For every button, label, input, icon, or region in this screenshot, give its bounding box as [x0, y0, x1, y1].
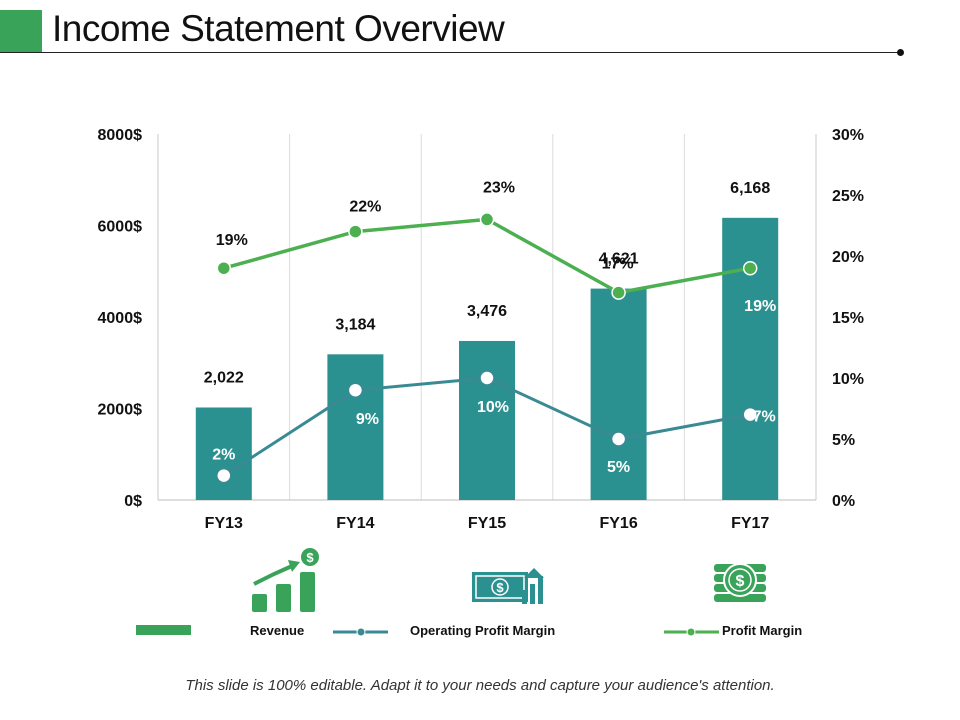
y-right-tick-label: 10% — [832, 371, 864, 388]
operating-margin-point — [610, 431, 627, 447]
profit-margin-line — [223, 217, 751, 295]
revenue-data-label: 4,621 — [599, 251, 639, 268]
profit-margin-point — [348, 224, 363, 239]
legend-revenue-label: Revenue — [250, 623, 304, 638]
axis-tick-labels: 0$ 2000$ 4000$ 6000$ 8000$ 0% 5% 10% 15% 20% 25% 30… — [98, 127, 865, 532]
page-title: Income Statement Overview — [52, 8, 505, 49]
x-tick-label: FY16 — [599, 515, 637, 532]
y-left-tick-label: 8000$ — [98, 127, 143, 144]
data-labels: 2,022 3,184 3,476 4,621 6,168 2% 9% 10% 5% 7% 19% 2… — [204, 179, 776, 476]
profit-margin-data-label: 17% — [602, 256, 634, 273]
legend-profit-marker — [686, 627, 696, 637]
operating-margin-data-label: 5% — [607, 459, 630, 476]
y-right-tick-label: 20% — [832, 249, 864, 266]
chart-legend: Revenue Operating Profit Margin Profit M… — [136, 623, 802, 638]
y-right-tick-label: 25% — [832, 188, 864, 205]
legend-profit-label: Profit Margin — [722, 623, 802, 638]
svg-text:$: $ — [736, 573, 745, 590]
profit-margin-data-label: 19% — [744, 298, 776, 315]
profit-margin-data-label: 23% — [483, 179, 515, 196]
operating-margin-data-label: 2% — [212, 447, 235, 464]
revenue-data-label: 3,476 — [467, 303, 507, 320]
growth-chart-dollar-icon: $ — [252, 548, 319, 612]
profit-margin-point — [216, 260, 232, 276]
revenue-bar — [327, 354, 384, 500]
title-underline — [0, 52, 898, 53]
profit-margin-data-label: 22% — [349, 199, 381, 216]
legend-operating-marker — [356, 627, 366, 637]
legend-revenue-swatch — [136, 625, 191, 635]
operating-margin-data-label: 10% — [477, 399, 509, 416]
revenue-bar — [459, 340, 515, 500]
coin-stack-dollar-icon: $ — [714, 563, 766, 602]
y-right-tick-label: 5% — [832, 432, 855, 449]
revenue-data-label: 6,168 — [730, 180, 770, 197]
y-right-tick-label: 0% — [832, 493, 855, 510]
y-right-tick-label: 15% — [832, 310, 864, 327]
y-left-tick-label: 2000$ — [98, 402, 143, 419]
title-accent-block — [0, 10, 42, 52]
revenue-bars — [195, 217, 779, 500]
revenue-data-label: 2,022 — [204, 369, 244, 386]
title-underline-endpoint — [897, 49, 904, 56]
operating-margin-point — [347, 382, 364, 398]
svg-text:$: $ — [496, 580, 504, 595]
dollar-bill-arrow-icon: $ — [472, 568, 544, 604]
revenue-data-label: 3,184 — [335, 316, 375, 333]
revenue-bar — [590, 288, 647, 500]
operating-margin-point — [742, 406, 758, 423]
x-tick-label: FY17 — [731, 515, 769, 532]
x-tick-label: FY15 — [468, 515, 506, 532]
x-tick-label: FY14 — [336, 515, 374, 532]
profit-margin-point — [611, 285, 626, 300]
profit-margin-point — [479, 212, 495, 227]
revenue-bar — [195, 407, 252, 500]
profit-margin-data-label: 19% — [216, 232, 248, 249]
y-right-tick-label: 30% — [832, 127, 864, 144]
operating-margin-point — [216, 467, 232, 484]
y-left-tick-label: 6000$ — [98, 219, 143, 236]
profit-margin-point — [742, 260, 758, 276]
footer-note: This slide is 100% editable. Adapt it to… — [185, 677, 775, 694]
y-left-tick-label: 0$ — [124, 493, 142, 510]
legend-operating-label: Operating Profit Margin — [410, 623, 555, 638]
revenue-bar — [722, 217, 779, 500]
svg-text:$: $ — [306, 550, 314, 565]
x-tick-label: FY13 — [205, 515, 243, 532]
operating-margin-point — [479, 370, 495, 386]
operating-margin-data-label: 9% — [356, 411, 379, 428]
y-left-tick-label: 4000$ — [98, 310, 143, 327]
margin-lines — [216, 212, 758, 484]
operating-margin-data-label: 7% — [753, 409, 776, 426]
